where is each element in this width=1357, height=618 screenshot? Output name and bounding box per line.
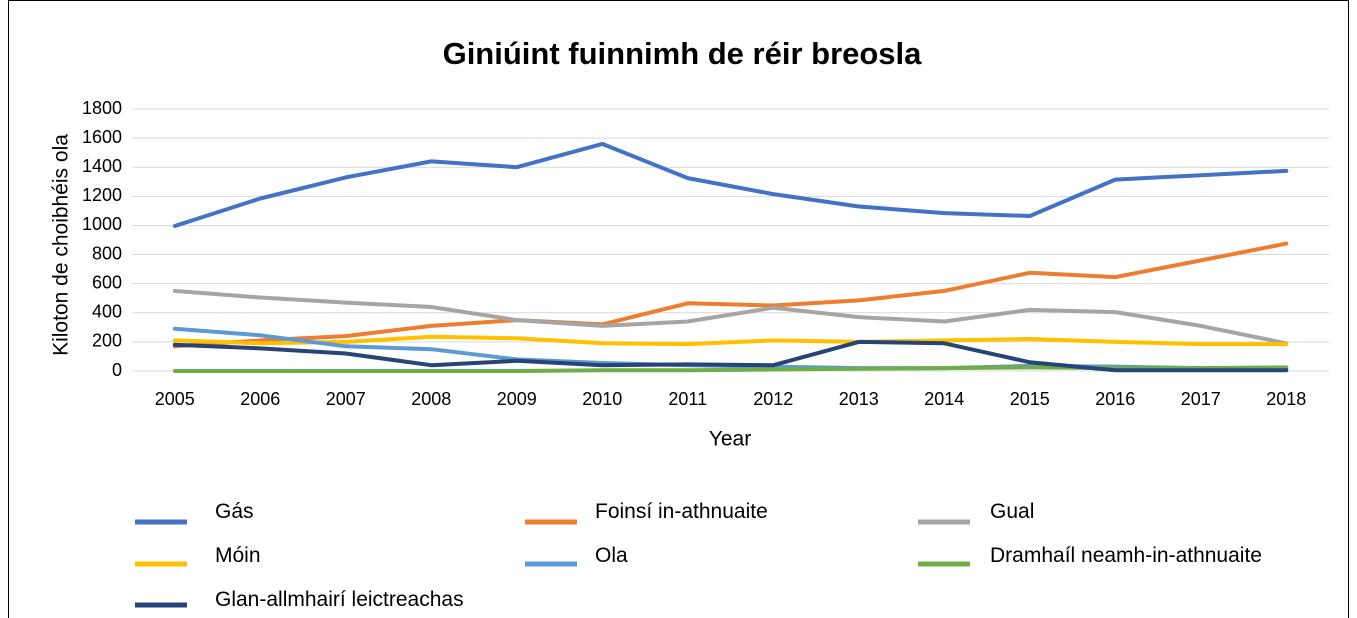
x-tick-label: 2011 xyxy=(668,389,707,409)
x-tick-label: 2008 xyxy=(411,389,451,409)
chart-title: Giniúint fuinnimh de réir breosla xyxy=(443,36,923,71)
x-tick-label: 2007 xyxy=(326,389,366,409)
series-line xyxy=(172,288,1289,346)
x-tick-label: 2005 xyxy=(155,389,195,409)
x-tick-label: 2015 xyxy=(1010,389,1050,409)
legend-label: Gual xyxy=(990,500,1035,523)
legend-label: Glan-allmhairí leictreachas xyxy=(215,588,464,611)
y-tick-label: 1200 xyxy=(82,185,122,205)
series-line xyxy=(172,241,1289,349)
x-tick-label: 2010 xyxy=(582,389,622,409)
y-tick-label: 800 xyxy=(92,243,122,263)
y-tick-label: 1000 xyxy=(82,214,122,234)
y-tick-label: 1600 xyxy=(82,127,122,147)
series-line xyxy=(172,334,1289,347)
x-tick-label: 2006 xyxy=(240,389,280,409)
y-tick-label: 1800 xyxy=(82,98,122,118)
x-tick-label: 2013 xyxy=(839,389,879,409)
x-tick-label: 2009 xyxy=(497,389,537,409)
y-tick-label: 1400 xyxy=(82,156,122,176)
x-tick-label: 2017 xyxy=(1181,389,1221,409)
x-tick-label: 2014 xyxy=(924,389,964,409)
y-axis-label: Kiloton de choibhéis ola xyxy=(50,134,73,356)
y-tick-label: 600 xyxy=(92,272,122,292)
y-tick-label: 400 xyxy=(92,302,122,322)
series-line xyxy=(172,141,1289,228)
y-tick-label: 0 xyxy=(112,360,122,380)
legend-label: Foinsí in-athnuaite xyxy=(595,500,768,523)
x-tick-label: 2012 xyxy=(753,389,793,409)
y-tick-label: 200 xyxy=(92,331,122,351)
frame xyxy=(8,0,1349,618)
legend-label: Dramhaíl neamh-in-athnuaite xyxy=(990,544,1262,567)
legend-label: Ola xyxy=(595,544,628,567)
x-axis-label: Year xyxy=(709,428,751,451)
x-tick-label: 2018 xyxy=(1266,389,1306,409)
series-line xyxy=(172,339,1289,373)
legend-label: Móin xyxy=(215,544,261,567)
x-tick-label: 2016 xyxy=(1095,389,1135,409)
legend-label: Gás xyxy=(215,500,254,523)
